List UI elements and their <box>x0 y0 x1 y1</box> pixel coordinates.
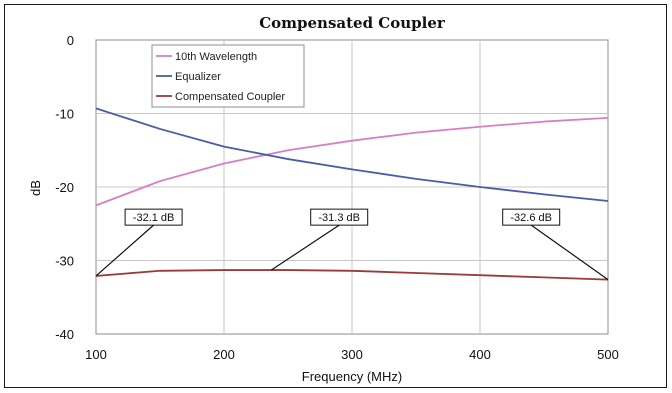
y-tick-label-40: -40 <box>55 327 74 342</box>
x-tick-label-300: 300 <box>341 347 363 362</box>
legend-label-1: Equalizer <box>175 71 221 83</box>
x-tick-label-400: 400 <box>469 347 491 362</box>
annotation-leader-1 <box>271 224 340 271</box>
annotations: -32.1 dB -31.3 dB -32.6 dB <box>95 208 609 281</box>
series-line-0 <box>95 117 609 207</box>
y-tick-label-10: -10 <box>55 107 74 122</box>
annotation-leader-0 <box>95 224 154 277</box>
x-tick-label-500: 500 <box>597 347 619 362</box>
legend-items: 10th Wavelength Equalizer Compensated Coup… <box>156 51 285 103</box>
legend-label-2: Compensated Coupler <box>175 91 285 103</box>
x-tick-label-100: 100 <box>85 347 107 362</box>
y-tick-label-30: -30 <box>55 254 74 269</box>
annotation-box-1 <box>310 208 369 226</box>
chart-title: Compensated Coupler <box>259 14 446 32</box>
annotation-label-2: -32.6 dB <box>510 212 552 224</box>
annotation-leader-2 <box>530 224 609 281</box>
series-lines <box>95 107 609 281</box>
series-line-1 <box>95 107 609 202</box>
x-tick-label-200: 200 <box>213 347 235 362</box>
y-tick-label-20: -20 <box>55 180 74 195</box>
legend-label-0: 10th Wavelength <box>175 51 257 63</box>
annotation-label-0: -32.1 dB <box>133 212 175 224</box>
annotation-box-0 <box>124 208 183 226</box>
y-tick-labels: 0 -10 -20 -30 -40 <box>55 33 74 342</box>
legend-box <box>151 44 305 108</box>
x-tick-labels: 100 200 300 400 500 <box>85 347 619 362</box>
annotation-label-1: -31.3 dB <box>318 212 360 224</box>
series-line-2 <box>95 269 609 281</box>
annotation-box-2 <box>502 208 561 226</box>
legend: 10th Wavelength Equalizer Compensated Coup… <box>151 44 305 108</box>
y-axis-label: dB <box>28 180 43 196</box>
x-axis-label: Frequency (MHz) <box>302 369 402 384</box>
y-tick-label-0: 0 <box>67 33 74 48</box>
